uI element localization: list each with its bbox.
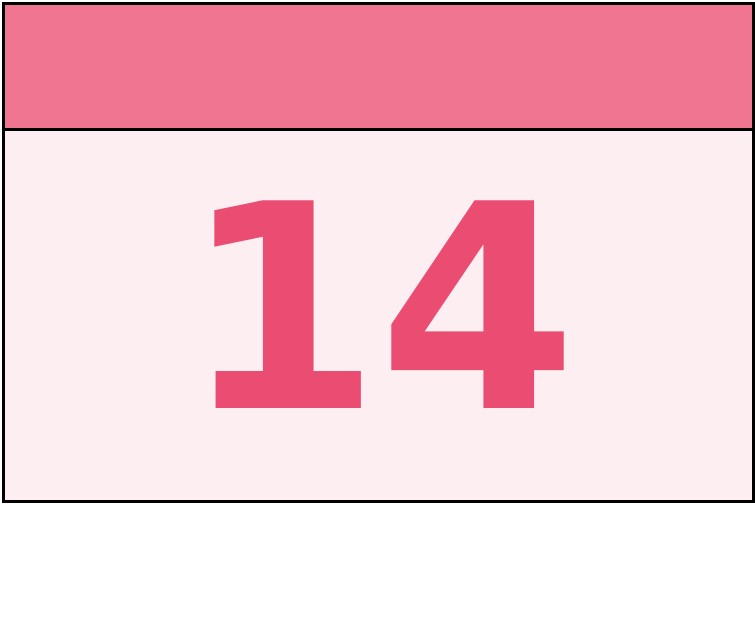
calendar-header (5, 5, 752, 131)
calendar-icon: 14 (2, 2, 755, 503)
calendar-day-number: 14 (182, 144, 577, 476)
calendar-body: 14 (5, 131, 752, 500)
